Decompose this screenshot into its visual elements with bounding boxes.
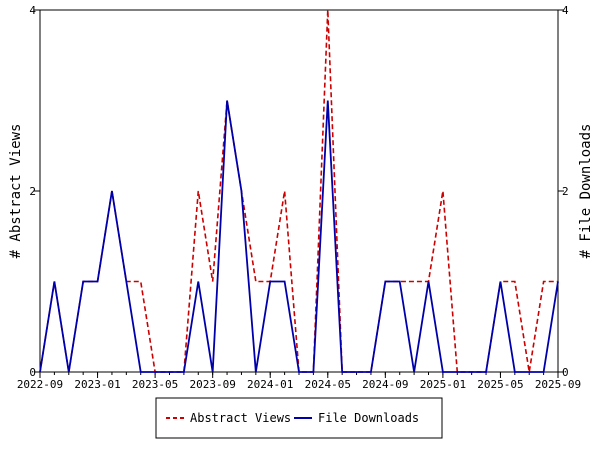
x-tick-label-2024-05: 2024-05 — [305, 378, 351, 391]
legend: Abstract Views File Downloads — [155, 397, 443, 439]
x-tick-label-2022-09: 2022-09 — [17, 378, 63, 391]
y-axis-left-title: # Abstract Views — [8, 124, 24, 259]
y-axis-right-title: # File Downloads — [578, 124, 594, 259]
series-line-abstract-views — [39, 9, 558, 373]
series-line-file-downloads — [39, 100, 559, 373]
y-tick-label-right-2: 2 — [562, 185, 569, 198]
y-tick-label-left-0: 0 — [29, 366, 36, 379]
x-tick-label-2025-01: 2025-01 — [420, 378, 466, 391]
x-tick-label-2023-05: 2023-05 — [132, 378, 178, 391]
y-tick-label-right-4: 4 — [562, 4, 569, 17]
x-tick-label-2025-09: 2025-09 — [535, 378, 581, 391]
legend-label-file-downloads: File Downloads — [318, 411, 419, 425]
x-tick-label-2024-09: 2024-09 — [362, 378, 408, 391]
y-tick-label-right-0: 0 — [562, 366, 569, 379]
x-tick-label-2023-01: 2023-01 — [74, 378, 120, 391]
x-tick-label-2023-09: 2023-09 — [189, 378, 235, 391]
y-tick-label-left-4: 4 — [29, 4, 36, 17]
legend-label-abstract-views: Abstract Views — [190, 411, 291, 425]
x-tick-label-2025-05: 2025-05 — [477, 378, 523, 391]
x-tick-label-2024-01: 2024-01 — [247, 378, 293, 391]
y-tick-label-left-2: 2 — [29, 185, 36, 198]
plot-frame — [39, 9, 559, 373]
plot-layer: 0 0 2 2 4 4 2022-09 2023-01 2023-05 2023-09 2024-0… — [17, 4, 581, 391]
